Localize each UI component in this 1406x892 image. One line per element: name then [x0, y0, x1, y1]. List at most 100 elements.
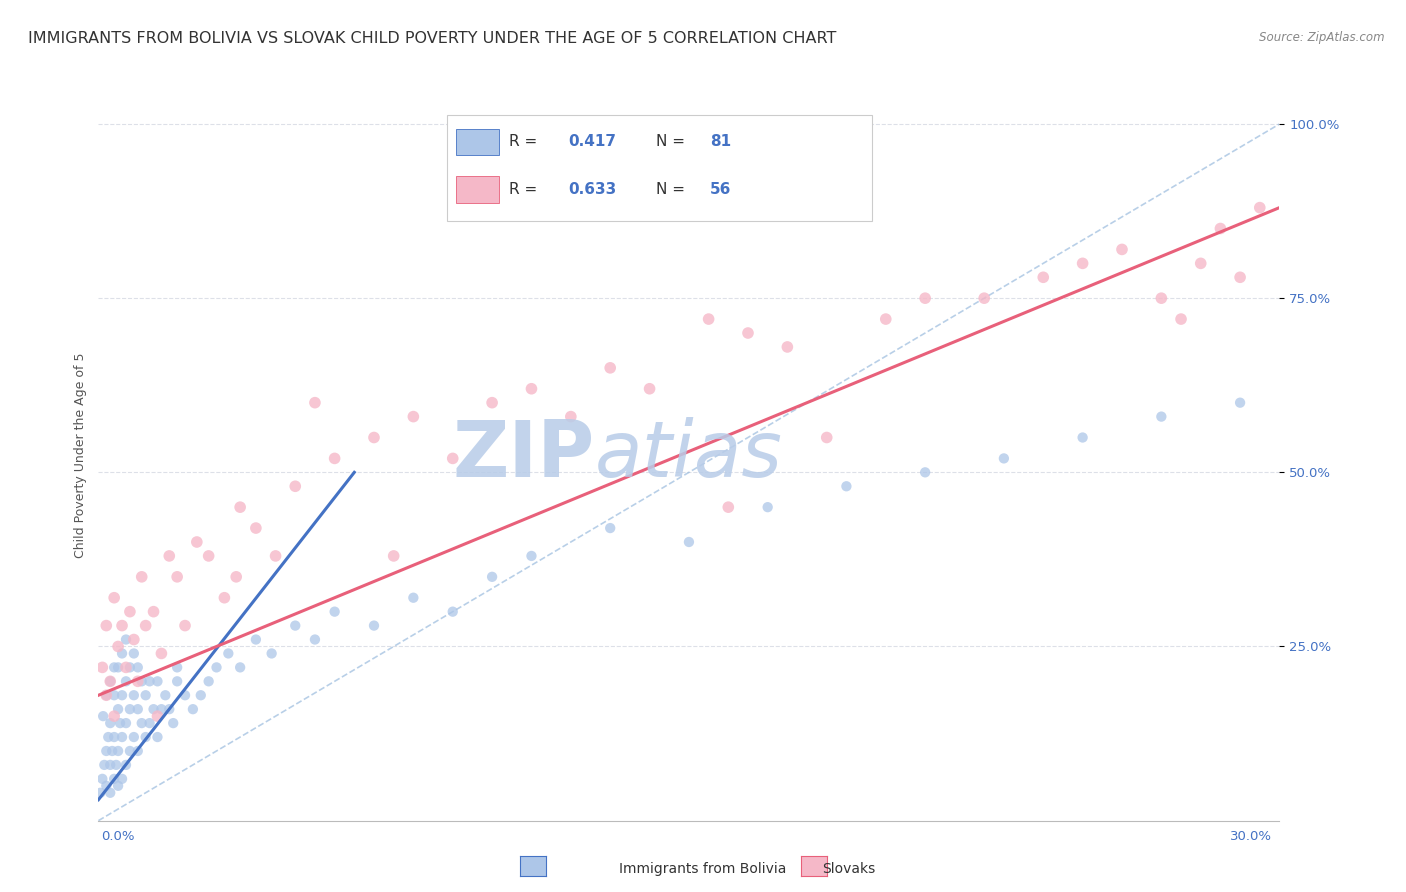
Point — [155, 688, 177, 702]
Text: Source: ZipAtlas.com: Source: ZipAtlas.com — [1260, 31, 1385, 45]
Point — [190, 688, 212, 702]
Point — [914, 466, 936, 480]
Point — [402, 409, 425, 424]
Point — [382, 549, 405, 563]
Point — [264, 549, 287, 563]
Point — [103, 688, 125, 702]
Point — [402, 591, 425, 605]
Text: ZIP: ZIP — [453, 417, 595, 493]
Point — [737, 326, 759, 340]
Point — [107, 702, 129, 716]
Point — [835, 479, 858, 493]
Point — [127, 660, 149, 674]
Text: atias: atias — [595, 417, 782, 493]
Point — [776, 340, 799, 354]
Point — [122, 730, 145, 744]
Text: Immigrants from Bolivia: Immigrants from Bolivia — [619, 862, 786, 876]
Point — [1189, 256, 1212, 270]
Point — [174, 688, 197, 702]
Text: N =: N = — [655, 182, 690, 197]
Point — [245, 521, 267, 535]
Point — [96, 618, 118, 632]
Text: Slovaks: Slovaks — [823, 862, 876, 876]
Point — [815, 430, 838, 444]
Point — [98, 716, 121, 731]
Point — [107, 640, 129, 654]
Point — [1071, 430, 1094, 444]
Point — [98, 786, 121, 800]
Point — [697, 312, 720, 326]
Point — [118, 605, 141, 619]
Point — [363, 618, 385, 632]
Point — [875, 312, 897, 326]
Point — [560, 409, 582, 424]
Point — [217, 647, 239, 661]
Point — [142, 605, 165, 619]
Point — [127, 674, 149, 689]
Point — [520, 549, 543, 563]
Text: N =: N = — [655, 135, 690, 149]
Point — [441, 605, 464, 619]
Point — [441, 451, 464, 466]
Text: 0.417: 0.417 — [568, 135, 616, 149]
Point — [304, 395, 326, 409]
Point — [1032, 270, 1054, 285]
Text: 0.0%: 0.0% — [101, 830, 135, 843]
Text: R =: R = — [509, 135, 543, 149]
Point — [166, 660, 188, 674]
Point — [284, 479, 307, 493]
Point — [678, 535, 700, 549]
Point — [135, 618, 157, 632]
Point — [96, 779, 118, 793]
Point — [122, 647, 145, 661]
Point — [1150, 409, 1173, 424]
Point — [138, 716, 160, 731]
Point — [103, 591, 125, 605]
Point — [93, 758, 115, 772]
Point — [245, 632, 267, 647]
FancyBboxPatch shape — [457, 177, 499, 202]
Point — [115, 632, 138, 647]
Point — [214, 591, 236, 605]
Point — [993, 451, 1015, 466]
Point — [756, 500, 779, 515]
Point — [138, 674, 160, 689]
Point — [481, 395, 503, 409]
Point — [174, 618, 197, 632]
Point — [973, 291, 995, 305]
Point — [162, 716, 184, 731]
Point — [108, 716, 131, 731]
Text: 30.0%: 30.0% — [1230, 830, 1272, 843]
Point — [107, 744, 129, 758]
Point — [103, 660, 125, 674]
Point — [142, 702, 165, 716]
Point — [98, 674, 121, 689]
Point — [1111, 243, 1133, 257]
Point — [96, 688, 118, 702]
Point — [197, 674, 219, 689]
Point — [96, 744, 118, 758]
Point — [97, 730, 120, 744]
Point — [122, 632, 145, 647]
Point — [166, 674, 188, 689]
Point — [166, 570, 188, 584]
Text: 81: 81 — [710, 135, 731, 149]
Point — [1209, 221, 1232, 235]
Point — [146, 709, 169, 723]
Point — [229, 500, 252, 515]
Point — [96, 688, 118, 702]
Point — [98, 674, 121, 689]
Point — [146, 674, 169, 689]
Point — [111, 772, 134, 786]
Point — [229, 660, 252, 674]
Point — [103, 730, 125, 744]
Point — [131, 674, 153, 689]
Point — [205, 660, 228, 674]
Point — [122, 688, 145, 702]
Point — [107, 779, 129, 793]
Point — [111, 647, 134, 661]
Point — [115, 674, 138, 689]
Point — [118, 702, 141, 716]
Point — [304, 632, 326, 647]
Point — [481, 570, 503, 584]
